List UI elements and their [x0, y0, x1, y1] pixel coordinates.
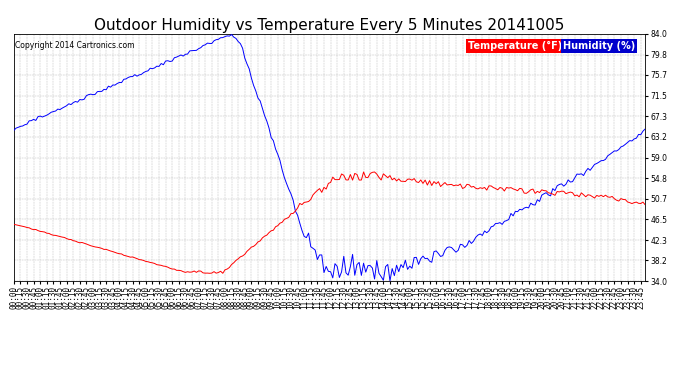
Text: Copyright 2014 Cartronics.com: Copyright 2014 Cartronics.com	[15, 41, 135, 50]
Text: Temperature (°F): Temperature (°F)	[469, 41, 562, 51]
Text: Humidity (%): Humidity (%)	[563, 41, 635, 51]
Title: Outdoor Humidity vs Temperature Every 5 Minutes 20141005: Outdoor Humidity vs Temperature Every 5 …	[95, 18, 564, 33]
